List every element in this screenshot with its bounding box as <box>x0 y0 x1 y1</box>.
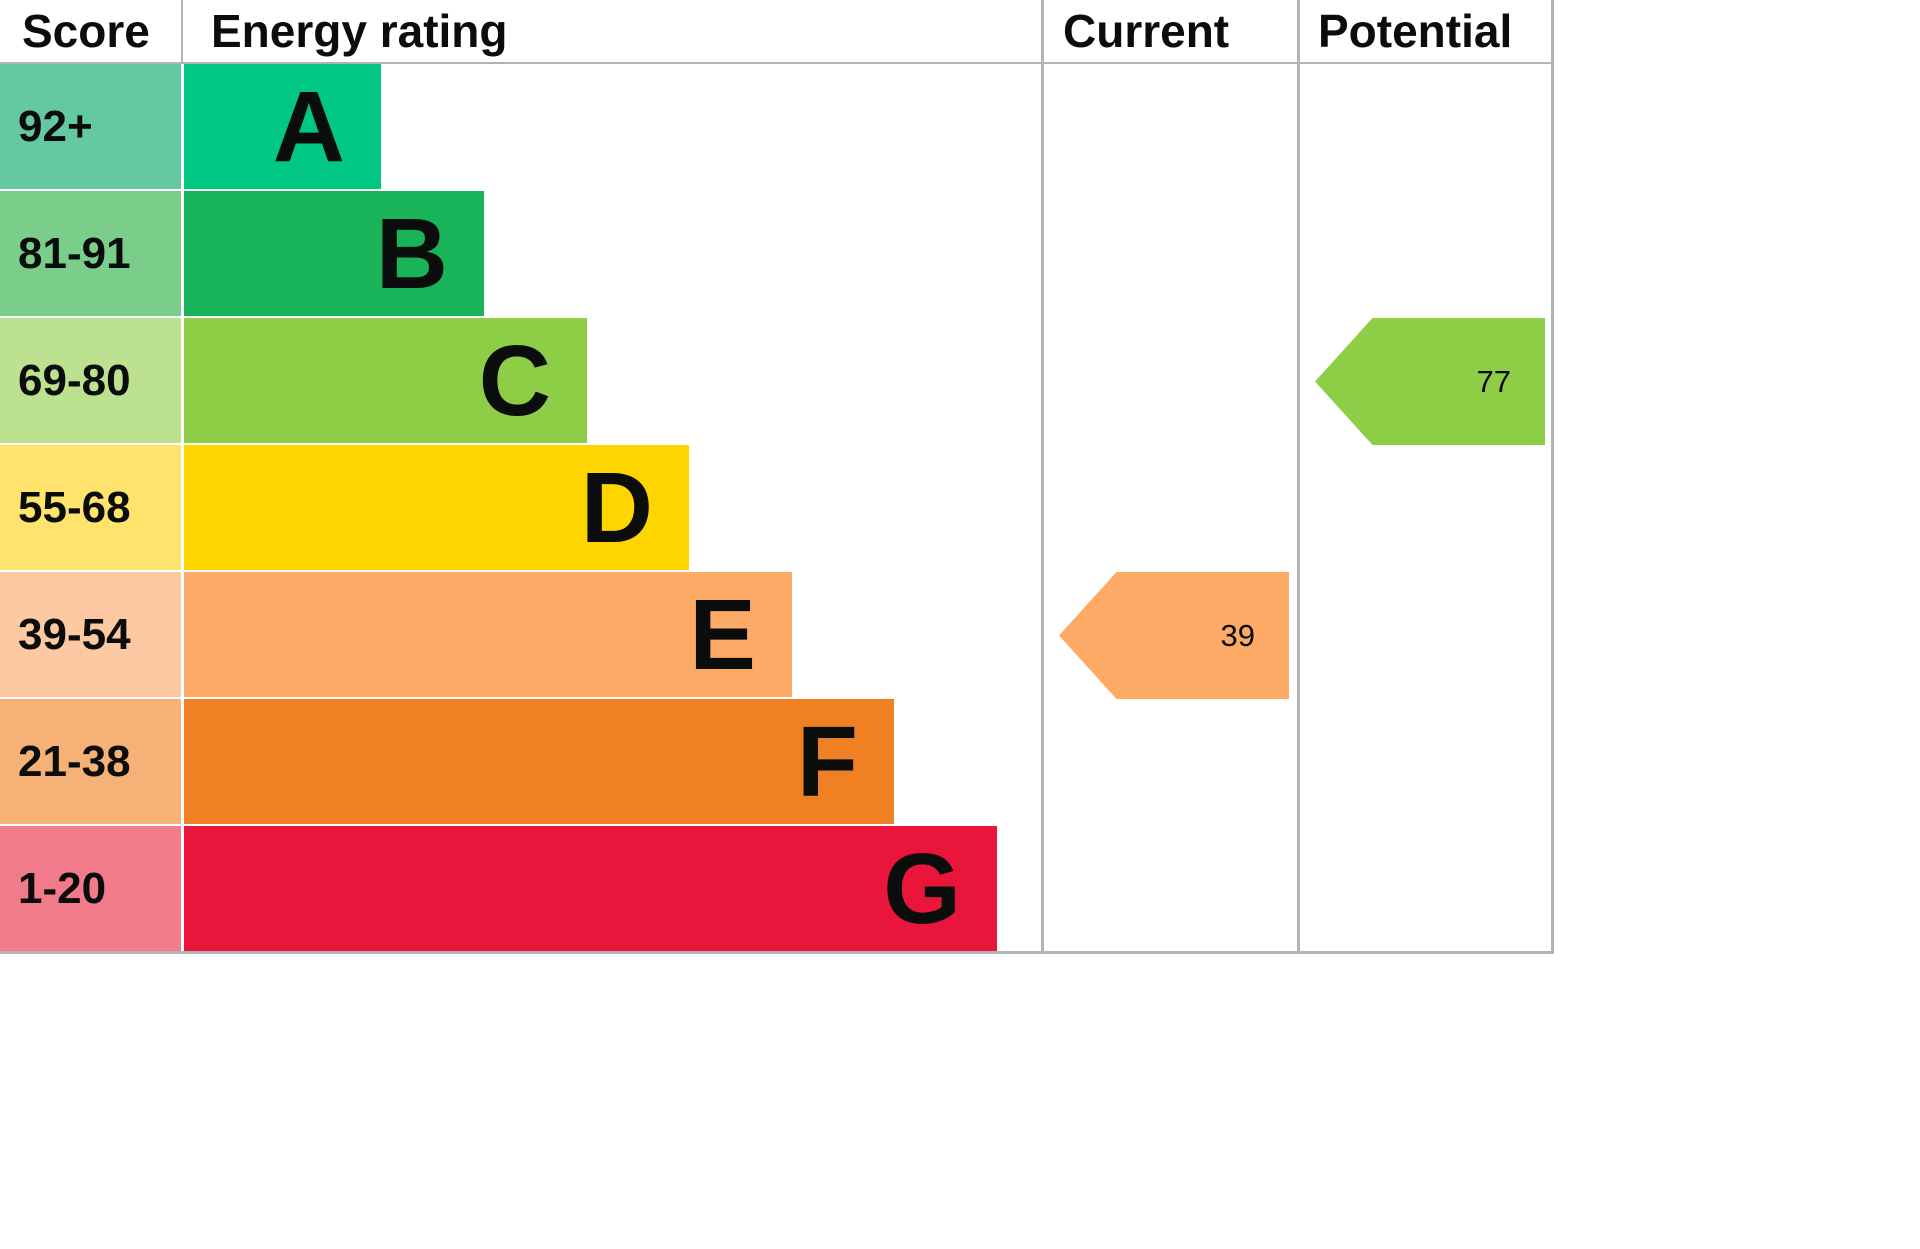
header-divider-line <box>0 62 1554 64</box>
band-letter-d: D <box>580 451 653 564</box>
energy-rating-header: Energy rating <box>211 5 508 57</box>
band-bar-d: D <box>184 445 689 570</box>
current-header: Current <box>1063 5 1230 57</box>
current-rating-arrow: 39 <box>1059 572 1289 699</box>
band-row-c: 69-80 C <box>0 318 1043 445</box>
rating-bands: 92+ A 81-91 B 69-80 C 55-68 D 39-54 E 21… <box>0 64 1043 953</box>
band-row-a: 92+ A <box>0 64 1043 191</box>
band-letter-a: A <box>272 70 345 183</box>
band-letter-e: E <box>689 578 756 691</box>
potential-rating-value: 77 <box>1476 363 1511 399</box>
score-column-divider <box>181 0 183 62</box>
score-range-c: 69-80 <box>0 318 181 443</box>
chart-bottom-border <box>0 951 1554 954</box>
potential-header: Potential <box>1318 5 1513 57</box>
band-bar-f: F <box>184 699 894 824</box>
score-header: Score <box>22 5 150 57</box>
current-rating-value: 39 <box>1220 617 1255 653</box>
score-range-f: 21-38 <box>0 699 181 824</box>
epc-energy-rating-chart: Score Energy rating Current Potential 92… <box>0 0 1556 954</box>
band-bar-a: A <box>184 64 381 189</box>
band-letter-c: C <box>478 324 551 437</box>
band-letter-f: F <box>796 705 858 818</box>
band-bar-b: B <box>184 191 484 316</box>
potential-column-divider <box>1297 0 1300 954</box>
band-bar-c: C <box>184 318 587 443</box>
current-column-divider <box>1041 0 1044 954</box>
score-range-g: 1-20 <box>0 826 181 951</box>
band-row-d: 55-68 D <box>0 445 1043 572</box>
chart-header: Score Energy rating Current Potential <box>0 0 1556 62</box>
band-letter-b: B <box>375 197 448 310</box>
band-bar-e: E <box>184 572 792 697</box>
potential-rating-arrow: 77 <box>1315 318 1545 445</box>
band-row-f: 21-38 F <box>0 699 1043 826</box>
chart-right-border <box>1551 0 1554 954</box>
score-range-a: 92+ <box>0 64 181 189</box>
score-range-e: 39-54 <box>0 572 181 697</box>
score-range-b: 81-91 <box>0 191 181 316</box>
band-letter-g: G <box>883 832 961 945</box>
band-row-g: 1-20 G <box>0 826 1043 953</box>
band-row-e: 39-54 E <box>0 572 1043 699</box>
band-bar-g: G <box>184 826 997 951</box>
score-range-d: 55-68 <box>0 445 181 570</box>
band-row-b: 81-91 B <box>0 191 1043 318</box>
